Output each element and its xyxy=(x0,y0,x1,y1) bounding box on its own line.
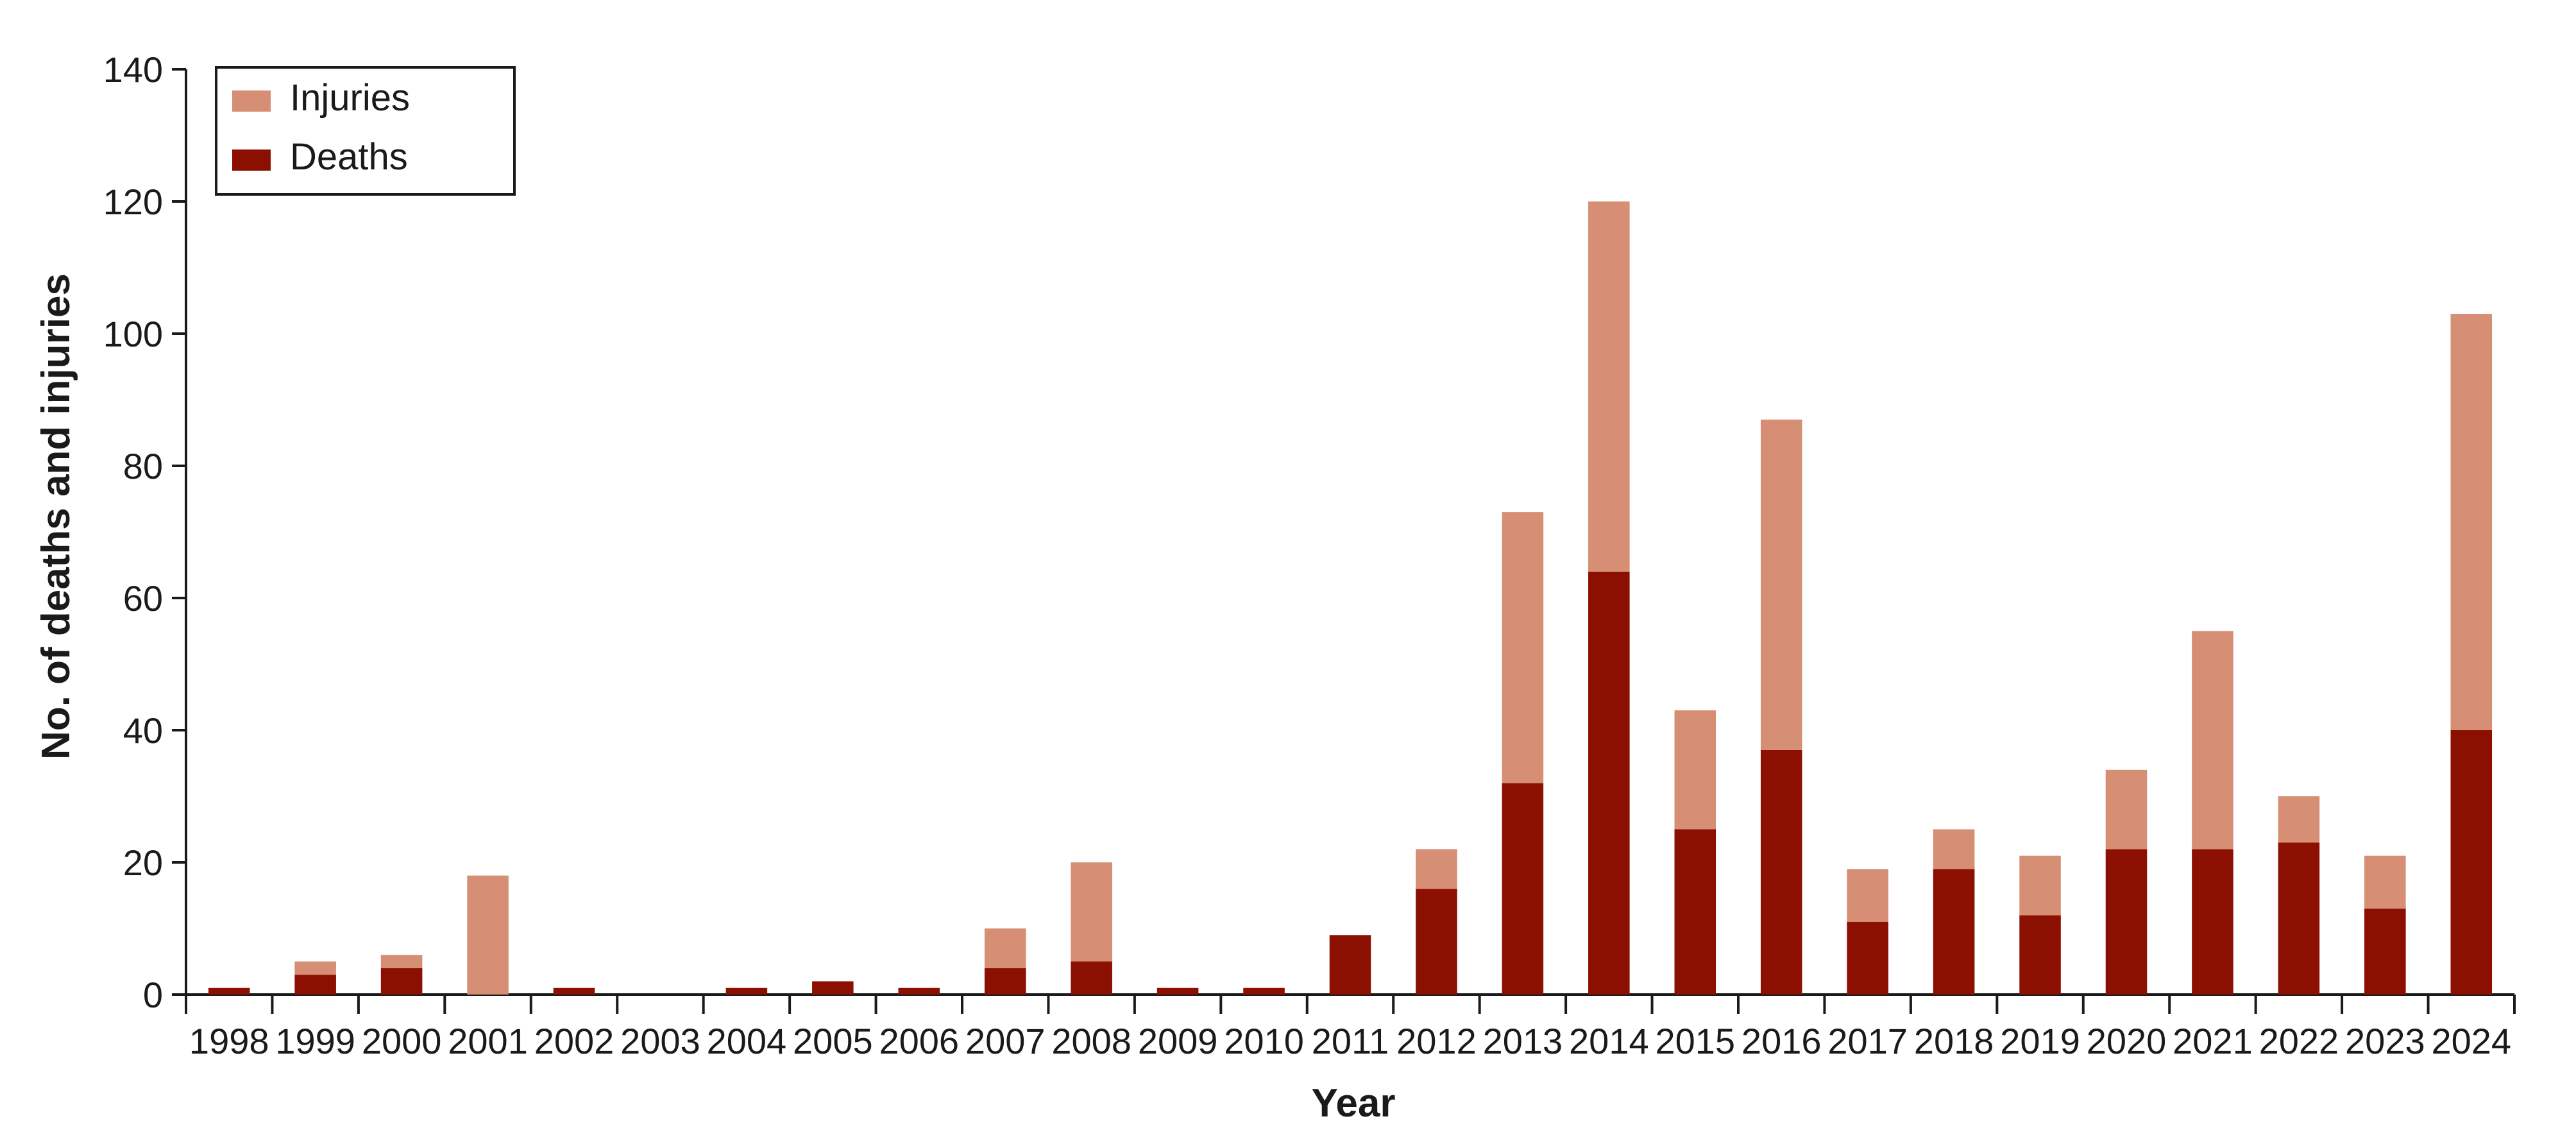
y-axis-title: No. of deaths and injuries xyxy=(34,273,78,760)
bar-deaths-2021 xyxy=(2192,849,2233,995)
bar-injuries-2023 xyxy=(2364,855,2406,909)
x-tick-label: 2007 xyxy=(965,1021,1046,1061)
bar-injuries-2013 xyxy=(1502,512,1544,783)
bar-injuries-2024 xyxy=(2450,314,2493,731)
bar-deaths-1999 xyxy=(294,975,336,995)
x-tick-label: 2014 xyxy=(1569,1021,1649,1061)
bar-injuries-1999 xyxy=(294,961,336,975)
bar-injuries-2016 xyxy=(1760,419,1802,750)
x-tick-label: 2019 xyxy=(2000,1021,2080,1061)
bar-injuries-2020 xyxy=(2105,769,2148,850)
legend-label-injuries: Injuries xyxy=(290,77,410,119)
bar-injuries-2018 xyxy=(1933,829,1975,869)
bar-injuries-2008 xyxy=(1071,862,1112,962)
y-tick-label: 100 xyxy=(103,314,163,354)
bar-deaths-2013 xyxy=(1502,783,1544,995)
bar-deaths-2018 xyxy=(1933,869,1975,995)
x-tick-label: 2018 xyxy=(1914,1021,1994,1061)
x-tick-label: 2002 xyxy=(534,1021,614,1061)
bar-deaths-2004 xyxy=(725,987,768,995)
x-tick-label: 2011 xyxy=(1312,1021,1389,1061)
x-tick-label: 2016 xyxy=(1741,1021,1822,1061)
bar-deaths-2020 xyxy=(2105,849,2148,995)
x-tick-label: 1999 xyxy=(275,1021,355,1061)
bar-deaths-2017 xyxy=(1847,921,1888,995)
x-tick-label: 2013 xyxy=(1483,1021,1563,1061)
y-tick-label: 120 xyxy=(103,182,163,222)
x-tick-label: 2005 xyxy=(793,1021,873,1061)
legend-swatch-injuries xyxy=(232,90,271,112)
x-tick-label: 1998 xyxy=(189,1021,269,1061)
y-tick-label: 140 xyxy=(103,49,163,90)
y-tick-label: 40 xyxy=(123,710,163,751)
bar-deaths-2006 xyxy=(898,987,940,995)
x-tick-label: 2020 xyxy=(2087,1021,2167,1061)
bar-deaths-2008 xyxy=(1071,961,1112,995)
bars-group xyxy=(208,201,2493,995)
x-tick-label: 2006 xyxy=(879,1021,959,1061)
x-tick-label: 2003 xyxy=(620,1021,700,1061)
bar-deaths-2010 xyxy=(1243,987,1285,995)
bar-injuries-2007 xyxy=(984,928,1026,968)
bar-deaths-2024 xyxy=(2450,730,2493,995)
y-axis: 0 20 40 60 80 100 120 140 xyxy=(103,49,187,1015)
bar-deaths-2005 xyxy=(812,981,854,995)
bar-deaths-2011 xyxy=(1329,935,1371,995)
bar-injuries-2022 xyxy=(2278,796,2320,843)
x-tick-label: 2024 xyxy=(2431,1021,2511,1061)
x-axis-title: Year xyxy=(1311,1081,1395,1125)
legend-label-deaths: Deaths xyxy=(290,136,408,178)
x-tick-label: 2023 xyxy=(2345,1021,2425,1061)
bar-injuries-2001 xyxy=(467,875,509,995)
bar-deaths-2023 xyxy=(2364,909,2406,995)
y-tick-label: 80 xyxy=(123,446,163,486)
bar-injuries-2012 xyxy=(1416,849,1457,889)
legend-box xyxy=(215,66,516,196)
x-tick-label: 2022 xyxy=(2259,1021,2339,1061)
x-tick-label: 2010 xyxy=(1224,1021,1304,1061)
bar-deaths-2019 xyxy=(2019,915,2061,995)
bar-injuries-2017 xyxy=(1847,869,1888,922)
bar-deaths-1998 xyxy=(208,987,250,995)
y-tick-label: 60 xyxy=(123,578,163,619)
bar-deaths-2000 xyxy=(380,968,423,995)
bar-deaths-2009 xyxy=(1157,987,1199,995)
bar-deaths-2014 xyxy=(1588,571,1630,995)
x-tick-label: 2012 xyxy=(1396,1021,1477,1061)
x-tick-label: 2015 xyxy=(1655,1021,1735,1061)
y-tick-label: 20 xyxy=(123,842,163,883)
x-tick-label: 2004 xyxy=(707,1021,787,1061)
x-tick-label: 2000 xyxy=(362,1021,442,1061)
bar-injuries-2015 xyxy=(1674,710,1716,830)
bar-deaths-2015 xyxy=(1674,829,1716,995)
x-tick-label: 2021 xyxy=(2173,1021,2253,1061)
bar-injuries-2021 xyxy=(2192,631,2233,850)
y-tick-label: 0 xyxy=(143,975,163,1015)
bar-injuries-2014 xyxy=(1588,201,1630,572)
bar-deaths-2007 xyxy=(984,968,1026,995)
x-axis: 1998 1999 2000 2001 2002 2003 2004 2005 2006 2007… xyxy=(185,993,2516,1061)
bar-deaths-2022 xyxy=(2278,842,2320,995)
x-tick-label: 2008 xyxy=(1051,1021,1131,1061)
bar-injuries-2019 xyxy=(2019,855,2061,916)
legend: Injuries Deaths xyxy=(215,66,516,196)
x-tick-label: 2001 xyxy=(448,1021,528,1061)
legend-swatch-deaths xyxy=(232,150,271,171)
bar-deaths-2002 xyxy=(553,987,595,995)
x-tick-label: 2017 xyxy=(1827,1021,1908,1061)
bar-deaths-2012 xyxy=(1416,889,1457,995)
x-tick-label: 2009 xyxy=(1138,1021,1218,1061)
bar-injuries-2000 xyxy=(380,955,423,968)
bar-deaths-2016 xyxy=(1760,749,1802,995)
